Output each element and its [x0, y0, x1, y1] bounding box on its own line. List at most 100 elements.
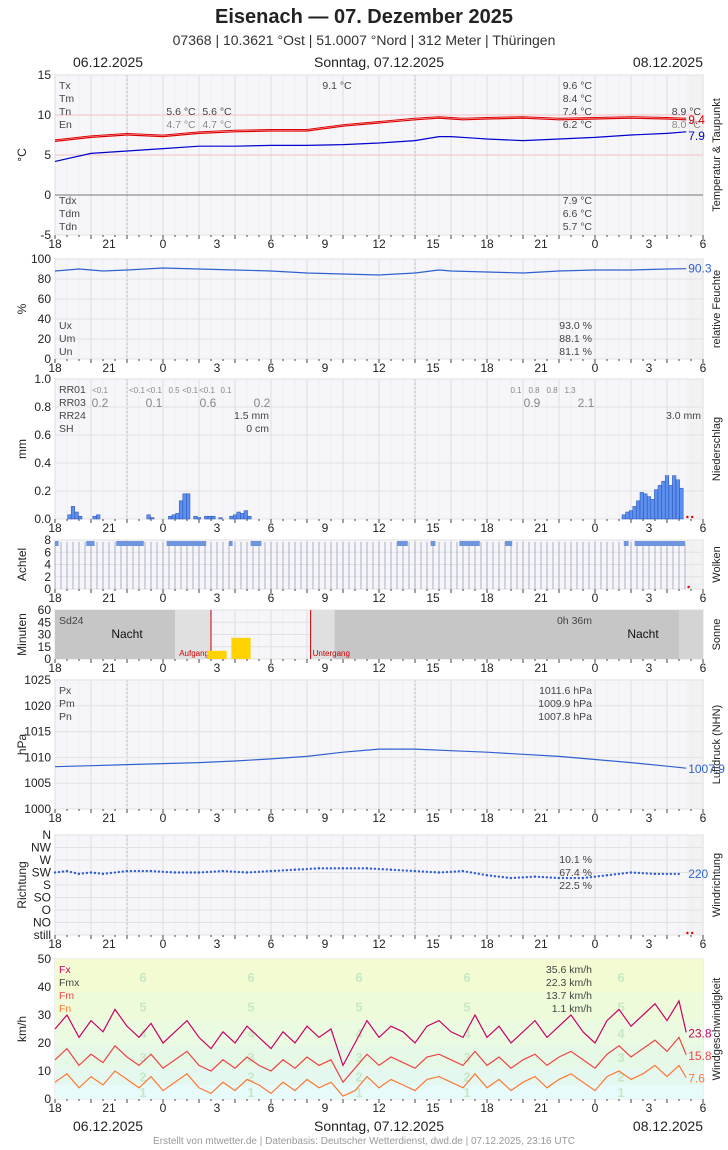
date-center: Sonntag, 07.12.2025 [313, 54, 444, 70]
stat-value: 7.4 °C [563, 106, 593, 118]
precip-bar [675, 479, 680, 520]
y-axis-label: mm [15, 439, 29, 459]
x-tick-label: 21 [102, 937, 116, 951]
y-tick-label: 0.8 [34, 400, 51, 414]
precip-bar [175, 513, 180, 520]
direction-point [109, 871, 113, 875]
x-tick-label: 9 [322, 811, 329, 825]
stat-value: 6.6 °C [563, 208, 593, 220]
direction-point [565, 876, 569, 880]
beaufort-band [55, 1068, 703, 1085]
x-tick-label: 3 [214, 361, 221, 375]
y-axis-label: Minuten [15, 613, 29, 656]
direction-point [297, 868, 301, 871]
x-tick-label: 6 [268, 521, 275, 535]
y-tick-label: 10 [38, 1064, 52, 1078]
series-line-max [54, 116, 687, 141]
direction-point [309, 867, 313, 871]
beaufort-number: 3 [463, 1050, 470, 1065]
direction-point [541, 875, 545, 879]
y-tick-label: 45 [38, 615, 52, 629]
direction-point [493, 874, 497, 878]
x-tick-label: 6 [268, 237, 275, 251]
y-tick-label: 0 [44, 582, 51, 596]
y-axis-label: Achtel [15, 548, 29, 581]
precip-bar [178, 500, 184, 520]
stat-value: 67.4 % [559, 867, 592, 879]
rr01-value: 0.8 [546, 386, 558, 395]
x-tick-label: 12 [372, 521, 386, 535]
direction-point [593, 875, 597, 878]
stat-value: 5.7 °C [563, 221, 593, 233]
y-tick-label: 20 [38, 1036, 52, 1050]
precip-bar [207, 515, 212, 520]
direction-point [241, 871, 244, 874]
direction-point [605, 874, 609, 877]
date-center-bottom: Sonntag, 07.12.2025 [313, 1118, 444, 1134]
direction-point [653, 872, 657, 876]
y-tick-label: 0 [44, 652, 51, 666]
direction-point [261, 870, 265, 873]
precip-bar [229, 515, 234, 520]
direction-point [389, 868, 393, 871]
direction-point [285, 868, 289, 872]
beaufort-number: 4 [247, 1026, 255, 1041]
right-total: 3.0 mm [666, 410, 701, 422]
cloud-cover-block [86, 541, 95, 546]
beaufort-number: 4 [617, 1026, 625, 1041]
precip-bar [672, 475, 677, 520]
precip-bar [646, 496, 652, 520]
cloud-cover-block [250, 541, 262, 546]
direction-point [225, 870, 229, 873]
direction-point [97, 872, 101, 875]
x-tick-label: 6 [700, 937, 707, 951]
direction-point [401, 869, 405, 872]
x-tick-label: 18 [48, 661, 62, 675]
y-tick-label: 40 [38, 980, 52, 994]
direction-point [441, 871, 445, 874]
direction-point [429, 870, 433, 874]
stat-value: 13.7 km/h [546, 990, 592, 1002]
x-tick-label: 18 [480, 521, 494, 535]
direction-point [581, 876, 585, 880]
x-tick-label: 3 [214, 521, 221, 535]
stat-label: RR01 [59, 384, 86, 396]
y-tick-label: S [43, 878, 51, 892]
x-tick-label: 6 [268, 937, 275, 951]
direction-point [65, 869, 69, 873]
beaufort-number: 6 [139, 970, 146, 985]
series-line [54, 117, 687, 142]
direction-point [269, 869, 273, 873]
date-right-bottom: 08.12.2025 [632, 1118, 703, 1134]
cloud-cover-block [623, 541, 629, 546]
rr01-value: <0.1 [92, 386, 108, 395]
x-tick-label: 15 [426, 237, 440, 251]
stat-value: 0 cm [246, 423, 269, 435]
x-tick-label: 3 [214, 811, 221, 825]
y-tick-label: 60 [38, 292, 52, 306]
direction-point [181, 871, 185, 874]
x-tick-label: 21 [102, 811, 116, 825]
direction-point [529, 875, 532, 879]
beaufort-number: 3 [617, 1050, 624, 1065]
y-tick-label: 1020 [24, 699, 51, 713]
direction-point [133, 869, 137, 873]
last-value: 7.6 [688, 1072, 705, 1086]
x-tick-label: 3 [646, 237, 653, 251]
x-tick-label: 15 [426, 661, 440, 675]
rr01-value: <0.1 [182, 386, 198, 395]
sunrise-label: Aufgang [179, 649, 209, 658]
rr01-value: 0.5 [168, 386, 180, 395]
x-tick-label: 15 [426, 937, 440, 951]
precip-bar [243, 510, 248, 520]
x-tick-label: 6 [268, 361, 275, 375]
x-tick-label: 21 [534, 591, 548, 605]
direction-point [521, 876, 525, 879]
direction-point [361, 867, 364, 870]
y-tick-label: 50 [38, 952, 52, 966]
x-tick-label: 21 [534, 521, 548, 535]
direction-point [341, 867, 345, 870]
series-line [54, 267, 687, 276]
direction-point [469, 871, 473, 874]
